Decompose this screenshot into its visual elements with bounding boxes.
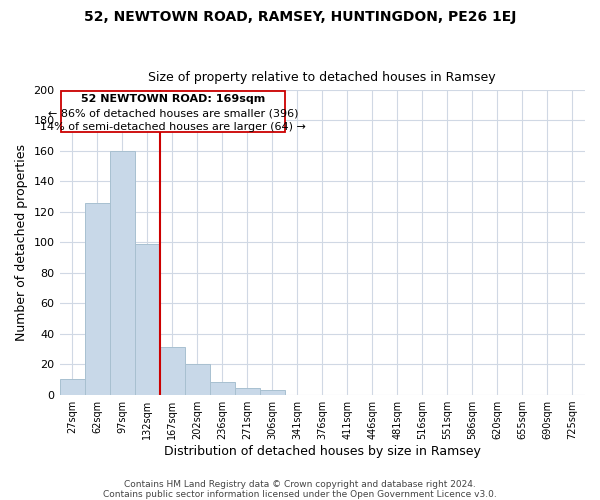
Text: ← 86% of detached houses are smaller (396): ← 86% of detached houses are smaller (39… — [47, 108, 298, 118]
Bar — [160, 348, 185, 395]
Bar — [59, 380, 85, 394]
Text: Contains HM Land Registry data © Crown copyright and database right 2024.: Contains HM Land Registry data © Crown c… — [124, 480, 476, 489]
Y-axis label: Number of detached properties: Number of detached properties — [15, 144, 28, 340]
Text: Contains public sector information licensed under the Open Government Licence v3: Contains public sector information licen… — [103, 490, 497, 499]
Bar — [209, 382, 235, 394]
X-axis label: Distribution of detached houses by size in Ramsey: Distribution of detached houses by size … — [164, 444, 481, 458]
Bar — [235, 388, 260, 394]
Bar — [110, 151, 134, 394]
Bar — [134, 244, 160, 394]
Bar — [85, 202, 110, 394]
Title: Size of property relative to detached houses in Ramsey: Size of property relative to detached ho… — [148, 72, 496, 85]
Text: 52 NEWTOWN ROAD: 169sqm: 52 NEWTOWN ROAD: 169sqm — [80, 94, 265, 104]
Text: 14% of semi-detached houses are larger (64) →: 14% of semi-detached houses are larger (… — [40, 122, 306, 132]
Bar — [185, 364, 209, 394]
Bar — [260, 390, 285, 394]
FancyBboxPatch shape — [61, 92, 285, 132]
Text: 52, NEWTOWN ROAD, RAMSEY, HUNTINGDON, PE26 1EJ: 52, NEWTOWN ROAD, RAMSEY, HUNTINGDON, PE… — [84, 10, 516, 24]
